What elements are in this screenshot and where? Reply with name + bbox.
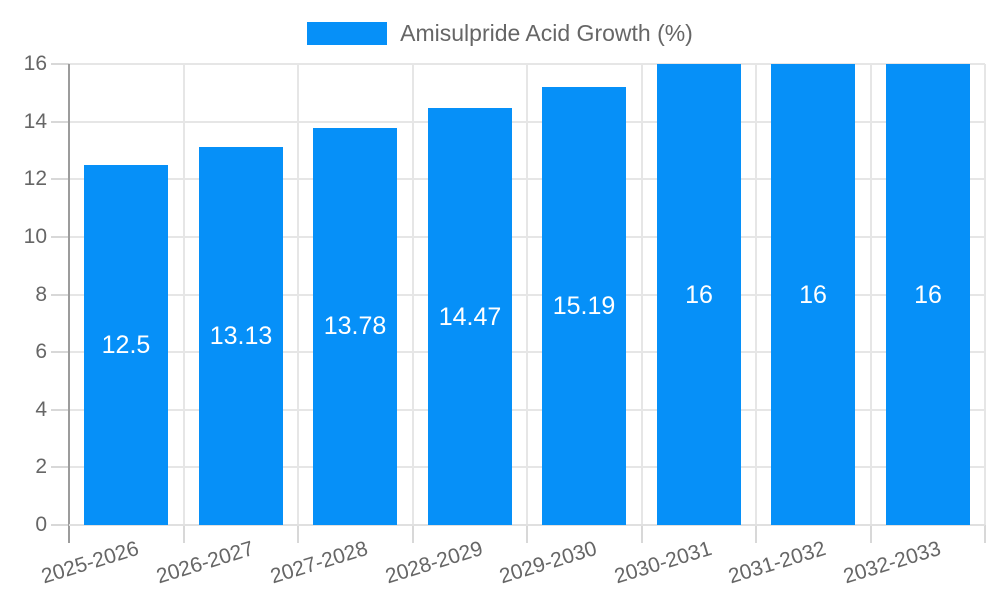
y-tick-mark (51, 524, 69, 526)
bar[interactable] (886, 64, 970, 525)
x-gridline (411, 64, 414, 525)
legend-label: Amisulpride Acid Growth (%) (400, 20, 693, 46)
x-tick-mark (297, 525, 299, 543)
y-axis-line (68, 64, 70, 543)
x-tick-mark (755, 525, 757, 543)
x-axis-tick-label: 2032-2033 (840, 536, 944, 589)
x-tick-mark (526, 525, 528, 543)
x-axis-line (69, 524, 985, 526)
bar[interactable] (199, 147, 283, 525)
x-gridline (182, 64, 185, 525)
x-gridline (297, 64, 299, 525)
legend-item-amisulpride-acid-growth[interactable]: Amisulpride Acid Growth (%) (307, 20, 693, 47)
y-axis-tick-label: 4 (35, 397, 47, 421)
x-gridline (640, 64, 643, 525)
y-axis-tick-label: 12 (23, 167, 47, 191)
x-gridline (869, 64, 872, 525)
bar-value-label: 16 (685, 281, 713, 309)
y-axis-tick-label: 6 (35, 340, 47, 364)
x-tick-mark (182, 525, 185, 543)
bar-value-label: 16 (914, 281, 942, 309)
x-tick-mark (984, 525, 986, 543)
x-axis-tick-label: 2028-2029 (382, 536, 486, 589)
bar-value-label: 12.5 (101, 331, 151, 359)
x-axis-tick-label: 2031-2032 (725, 536, 829, 589)
y-axis-tick-label: 14 (23, 109, 47, 133)
x-gridline (526, 64, 528, 525)
x-axis-tick-label: 2030-2031 (611, 536, 715, 589)
chart-legend: Amisulpride Acid Growth (%) (0, 20, 1000, 47)
y-axis-tick-label: 10 (23, 224, 47, 248)
y-tick-mark (51, 293, 69, 296)
y-tick-mark (51, 235, 69, 238)
bar[interactable] (84, 165, 168, 525)
y-tick-mark (51, 63, 69, 65)
y-axis-tick-label: 16 (23, 52, 47, 75)
bar-value-label: 15.19 (552, 292, 616, 320)
x-tick-mark (411, 525, 414, 543)
y-tick-mark (51, 351, 69, 354)
bar[interactable] (657, 64, 741, 525)
y-tick-mark (51, 120, 69, 123)
x-gridline (984, 64, 986, 525)
x-axis-tick-label: 2026-2027 (153, 536, 257, 589)
x-gridline (755, 64, 757, 525)
bar-value-label: 13.78 (323, 312, 387, 340)
x-axis-tick-label: 2025-2026 (38, 536, 142, 589)
bar[interactable] (313, 128, 397, 525)
bar-value-label: 13.13 (209, 322, 273, 350)
bar-value-label: 16 (799, 281, 827, 309)
x-axis-tick-label: 2027-2028 (267, 536, 371, 589)
x-tick-mark (640, 525, 643, 543)
y-tick-mark (51, 408, 69, 411)
bar[interactable] (428, 108, 512, 525)
y-tick-mark (51, 466, 69, 469)
y-axis-tick-label: 0 (35, 513, 47, 536)
bar-value-label: 14.47 (438, 303, 502, 331)
bar[interactable] (771, 64, 855, 525)
y-tick-mark (51, 178, 69, 181)
bar[interactable] (542, 87, 626, 525)
y-axis-tick-label: 8 (35, 282, 47, 306)
y-axis-tick-label: 2 (35, 455, 47, 479)
x-axis-tick-label: 2029-2030 (496, 536, 600, 589)
x-tick-mark (869, 525, 872, 543)
legend-swatch-icon (307, 22, 388, 45)
